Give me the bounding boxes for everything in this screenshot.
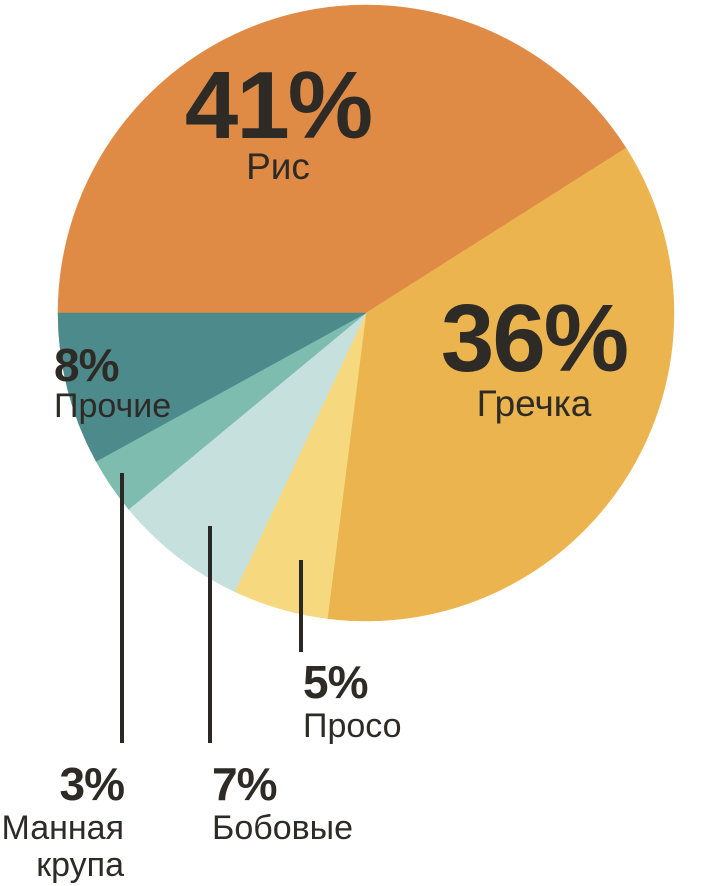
label-bobovye-value: 7%	[212, 758, 277, 810]
label-ris-value: 41%	[184, 52, 373, 159]
label-proso-value: 5%	[303, 656, 368, 708]
label-grechka: 36% Гречка	[374, 291, 694, 426]
pie-slice-6	[57, 312, 367, 462]
label-grechka-name: Гречка	[476, 383, 592, 424]
label-ris-name: Рис	[246, 146, 310, 187]
label-ris: 41% Рис	[118, 58, 438, 189]
label-mannaya-name: Манная крупа	[1, 809, 125, 885]
label-proso-name: Просо	[303, 707, 402, 745]
label-bobovye: 7% Бобовые	[212, 761, 353, 847]
label-prochie-value: 8%	[54, 339, 119, 391]
label-proso: 5% Просо	[303, 659, 402, 745]
label-bobovye-name: Бобовые	[212, 809, 354, 847]
pie-slice-4	[128, 312, 367, 593]
pie-slice-1	[57, 4, 627, 314]
label-prochie-name: Прочие	[54, 387, 172, 425]
label-mannaya: 3% Манная крупа	[0, 758, 126, 885]
pie-slice-2	[327, 147, 675, 622]
leader-lines-group	[120, 473, 303, 743]
label-grechka-value: 36%	[440, 285, 629, 392]
pie-slices-group	[57, 4, 675, 622]
label-mannaya-value: 3%	[59, 758, 125, 810]
label-prochie: 8% Прочие	[54, 342, 171, 425]
